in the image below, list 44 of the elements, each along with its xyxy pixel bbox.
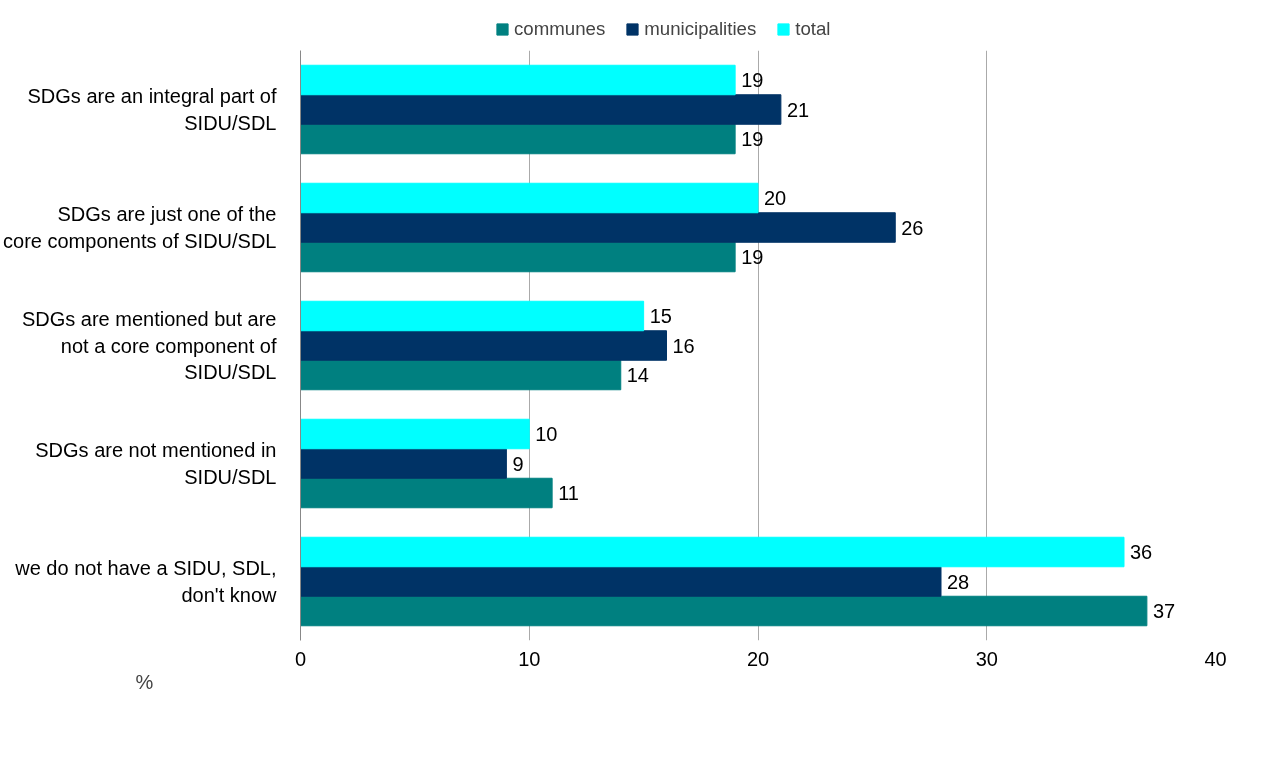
bar	[300, 241, 736, 273]
data-label: 15	[649, 305, 672, 327]
data-label: 19	[741, 69, 764, 91]
bar	[300, 212, 896, 243]
x-tick-label: 30	[975, 647, 998, 670]
x-tick-label: 10	[518, 647, 541, 670]
bar	[300, 477, 553, 509]
data-label: 19	[741, 128, 764, 150]
x-tick-label: 0	[294, 647, 307, 670]
data-label: 10	[535, 423, 558, 445]
x-tick-label: 40	[1204, 647, 1227, 670]
x-tick-label: 20	[746, 647, 770, 670]
data-label: 36	[1130, 541, 1153, 563]
data-label: 21	[786, 98, 810, 121]
bar	[300, 566, 942, 597]
y-tick-label: we do not have a SIDU, SDL, don't know	[14, 557, 278, 606]
bar	[300, 448, 507, 479]
legend-label: communes	[514, 18, 606, 40]
y-tick-label: SDGs are not mentioned in SIDU/SDL	[35, 439, 277, 488]
data-label: 28	[947, 570, 970, 593]
legend-label: total	[795, 18, 831, 40]
x-axis-title: %	[135, 670, 154, 693]
bar	[300, 123, 736, 155]
bar	[300, 300, 645, 332]
data-label: 20	[764, 187, 787, 209]
bar	[300, 94, 782, 125]
y-tick-label: SDGs are mentioned but are not a core component of SIDU/SDL	[21, 308, 277, 383]
data-label: 14	[626, 364, 649, 386]
bar	[300, 330, 667, 361]
data-label: 11	[558, 482, 579, 504]
bar	[300, 64, 736, 96]
data-label: 26	[901, 216, 924, 239]
bar	[300, 418, 530, 450]
legend-label: municipalities	[644, 18, 757, 40]
data-label: 19	[741, 246, 764, 268]
bar	[300, 359, 622, 391]
bar	[300, 595, 1148, 627]
bar	[300, 182, 759, 214]
data-label: 37	[1152, 600, 1176, 622]
y-tick-label: SDGs are an integral part of SIDU/SDL	[27, 85, 277, 134]
y-tick-label: SDGs are just one of the core components of SIDU/SDL	[3, 203, 277, 252]
data-label: 16	[672, 334, 695, 357]
bar	[300, 536, 1125, 568]
data-label: 9	[512, 452, 524, 475]
